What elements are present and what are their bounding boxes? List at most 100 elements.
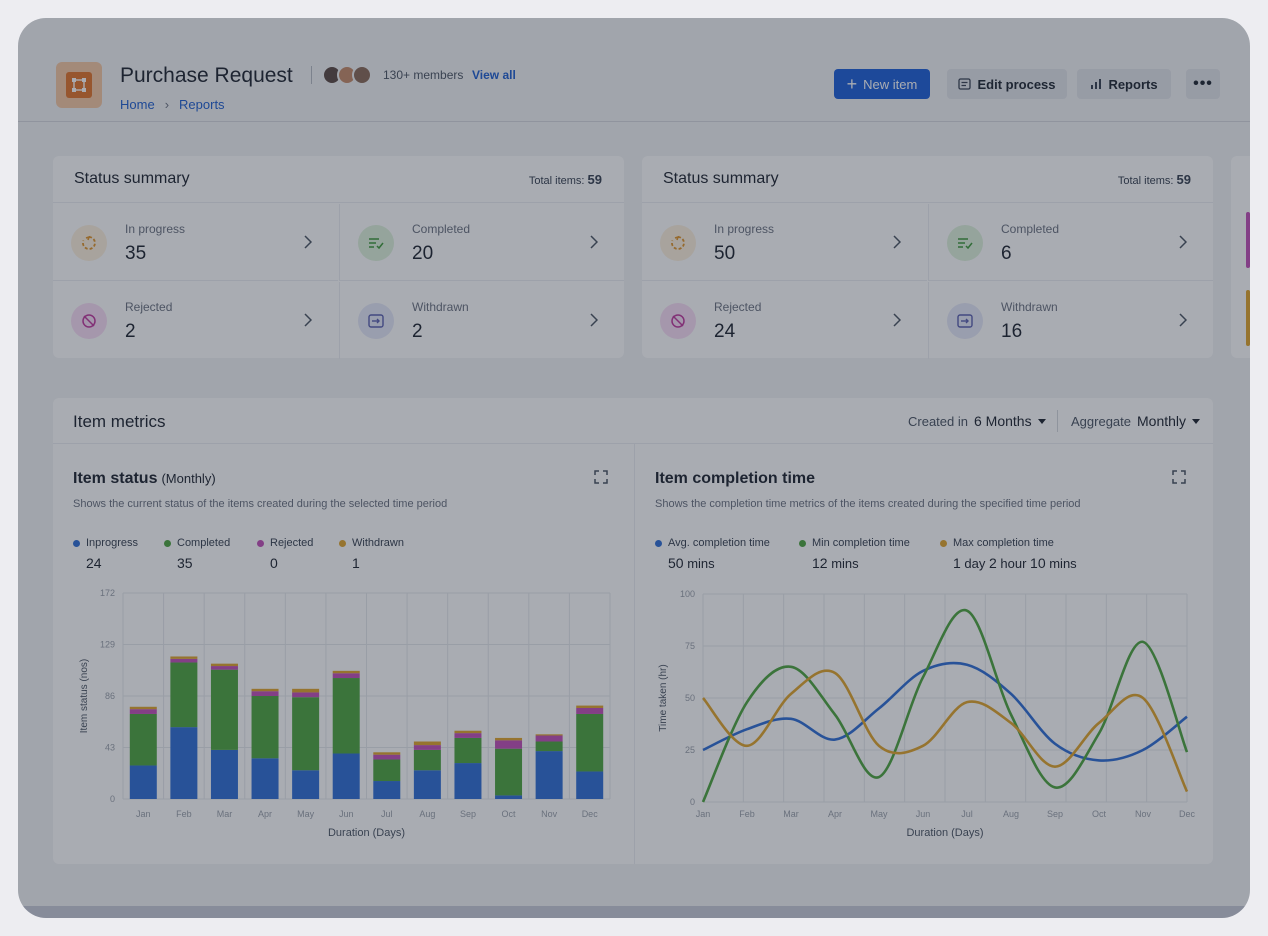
document-icon xyxy=(958,78,972,90)
app-logo xyxy=(56,62,102,108)
aggregate-filter[interactable]: Aggregate Monthly xyxy=(1071,413,1201,429)
breadcrumb: Home › Reports xyxy=(120,97,225,112)
chart-legend: Inprogress 24 Completed 35 Rejected 0 Withd… xyxy=(73,537,429,571)
metrics-title: Item metrics xyxy=(73,412,166,431)
item-status-chart-panel: Item status (Monthly) Shows the current s… xyxy=(53,444,633,864)
reports-label: Reports xyxy=(1108,76,1158,92)
bar-segment-withdrawn xyxy=(292,688,320,693)
page-header: Purchase Request Home › Reports 130+ mem… xyxy=(18,18,1250,122)
bar-segment-rejected xyxy=(292,692,320,698)
x-tick-label: Dec xyxy=(582,809,599,819)
bar-segment-inprogress xyxy=(129,765,157,799)
stat-withdrawn[interactable]: Withdrawn 2 xyxy=(339,282,624,359)
process-icon xyxy=(66,72,92,98)
chart-title: Item completion time xyxy=(655,470,816,487)
y-tick-label: 43 xyxy=(105,743,115,753)
y-tick-label: 75 xyxy=(685,641,695,651)
bar-segment-withdrawn xyxy=(495,737,523,741)
status-summary-card-partial xyxy=(1231,156,1250,358)
bar-segment-completed xyxy=(576,713,604,772)
bar-segment-completed xyxy=(495,748,523,796)
stat-completed[interactable]: Completed 6 xyxy=(928,204,1213,281)
status-indicator xyxy=(1246,212,1250,268)
reports-button[interactable]: Reports xyxy=(1077,69,1171,99)
bar-segment-rejected xyxy=(170,658,198,663)
bar-segment-withdrawn xyxy=(413,741,441,746)
avatar xyxy=(352,65,372,85)
y-tick-label: 172 xyxy=(100,588,115,598)
chart-description: Shows the completion time metrics of the… xyxy=(655,498,1081,510)
view-all-link[interactable]: View all xyxy=(472,68,516,82)
stat-in-progress[interactable]: In progress 50 xyxy=(642,204,927,281)
legend-item[interactable]: Max completion time 1 day 2 hour 10 mins xyxy=(940,537,1110,571)
bar-segment-rejected xyxy=(332,673,360,679)
legend-item[interactable]: Completed 35 xyxy=(164,537,257,571)
withdraw-icon xyxy=(358,303,394,339)
x-tick-label: Feb xyxy=(176,809,192,819)
edit-process-button[interactable]: Edit process xyxy=(947,69,1067,99)
chart-description: Shows the current status of the items cr… xyxy=(73,498,448,510)
x-tick-label: Mar xyxy=(783,809,799,819)
x-tick-label: Jun xyxy=(339,809,354,819)
x-tick-label: Feb xyxy=(739,809,755,819)
caret-down-icon xyxy=(1037,418,1046,424)
legend-item[interactable]: Rejected 0 xyxy=(257,537,339,571)
stat-rejected[interactable]: Rejected 24 xyxy=(642,282,927,359)
breadcrumb-reports[interactable]: Reports xyxy=(179,97,225,112)
x-tick-label: Aug xyxy=(419,809,435,819)
x-axis-label: Duration (Days) xyxy=(328,827,405,839)
total-items: Total items: 59 xyxy=(528,171,602,187)
expand-icon[interactable] xyxy=(1172,470,1186,484)
more-options-button[interactable]: ••• xyxy=(1186,69,1220,99)
x-tick-label: Jun xyxy=(916,809,931,819)
legend-item[interactable]: Withdrawn 1 xyxy=(339,537,429,571)
series-line-min xyxy=(701,608,1189,803)
stat-completed[interactable]: Completed 20 xyxy=(339,204,624,281)
status-summary-card: Status summary Total items: 59 In progre… xyxy=(53,156,624,359)
x-tick-label: Mar xyxy=(217,809,233,819)
plus-icon: + xyxy=(846,74,858,94)
bar-segment-completed xyxy=(251,696,279,759)
bar-segment-completed xyxy=(129,713,157,766)
x-tick-label: Aug xyxy=(1003,809,1019,819)
item-metrics-panel: Item metrics Created in 6 Months Aggrega… xyxy=(53,398,1213,864)
x-tick-label: Nov xyxy=(1135,809,1152,819)
item-completion-line-chart: 0 25 50 75 100 Jan Feb Mar Apr May Jun Jul Aug Sep Oct… xyxy=(658,589,1196,839)
created-in-filter[interactable]: Created in 6 Months xyxy=(908,413,1046,429)
stat-rejected[interactable]: Rejected 2 xyxy=(53,282,338,359)
expand-icon[interactable] xyxy=(594,470,608,484)
new-item-label: New item xyxy=(863,76,918,92)
y-tick-label: 129 xyxy=(100,640,115,650)
chart-title: Item status (Monthly) xyxy=(73,470,216,487)
new-item-button[interactable]: + New item xyxy=(834,69,930,99)
y-tick-label: 25 xyxy=(685,745,695,755)
card-title: Status summary xyxy=(74,170,190,187)
x-tick-label: Sep xyxy=(460,809,476,819)
member-avatars[interactable] xyxy=(322,65,372,85)
legend-item[interactable]: Avg. completion time 50 mins xyxy=(655,537,799,571)
bar-segment-withdrawn xyxy=(454,730,482,734)
rejected-icon xyxy=(71,303,107,339)
stat-withdrawn[interactable]: Withdrawn 16 xyxy=(928,282,1213,359)
bar-segment-rejected xyxy=(495,740,523,749)
bar-segment-inprogress xyxy=(210,749,238,799)
bar-segment-withdrawn xyxy=(373,752,401,755)
bar-segment-completed xyxy=(170,662,198,728)
bar-segment-inprogress xyxy=(170,727,198,799)
bar-segment-completed xyxy=(454,737,482,764)
page-title: Purchase Request xyxy=(120,64,293,87)
bar-segment-completed xyxy=(210,669,238,750)
breadcrumb-home[interactable]: Home xyxy=(120,97,155,112)
bar-segment-withdrawn xyxy=(535,734,563,736)
card-title: Status summary xyxy=(663,170,779,187)
x-tick-label: Dec xyxy=(1179,809,1196,819)
legend-item[interactable]: Inprogress 24 xyxy=(73,537,164,571)
bar-segment-completed xyxy=(292,697,320,771)
chevron-right-icon xyxy=(304,235,312,249)
x-tick-label: Apr xyxy=(828,809,842,819)
bar-segment-completed xyxy=(413,749,441,771)
stat-in-progress[interactable]: In progress 35 xyxy=(53,204,338,281)
legend-item[interactable]: Min completion time 12 mins xyxy=(799,537,940,571)
bar-segment-rejected xyxy=(210,666,238,670)
progress-icon xyxy=(660,225,696,261)
